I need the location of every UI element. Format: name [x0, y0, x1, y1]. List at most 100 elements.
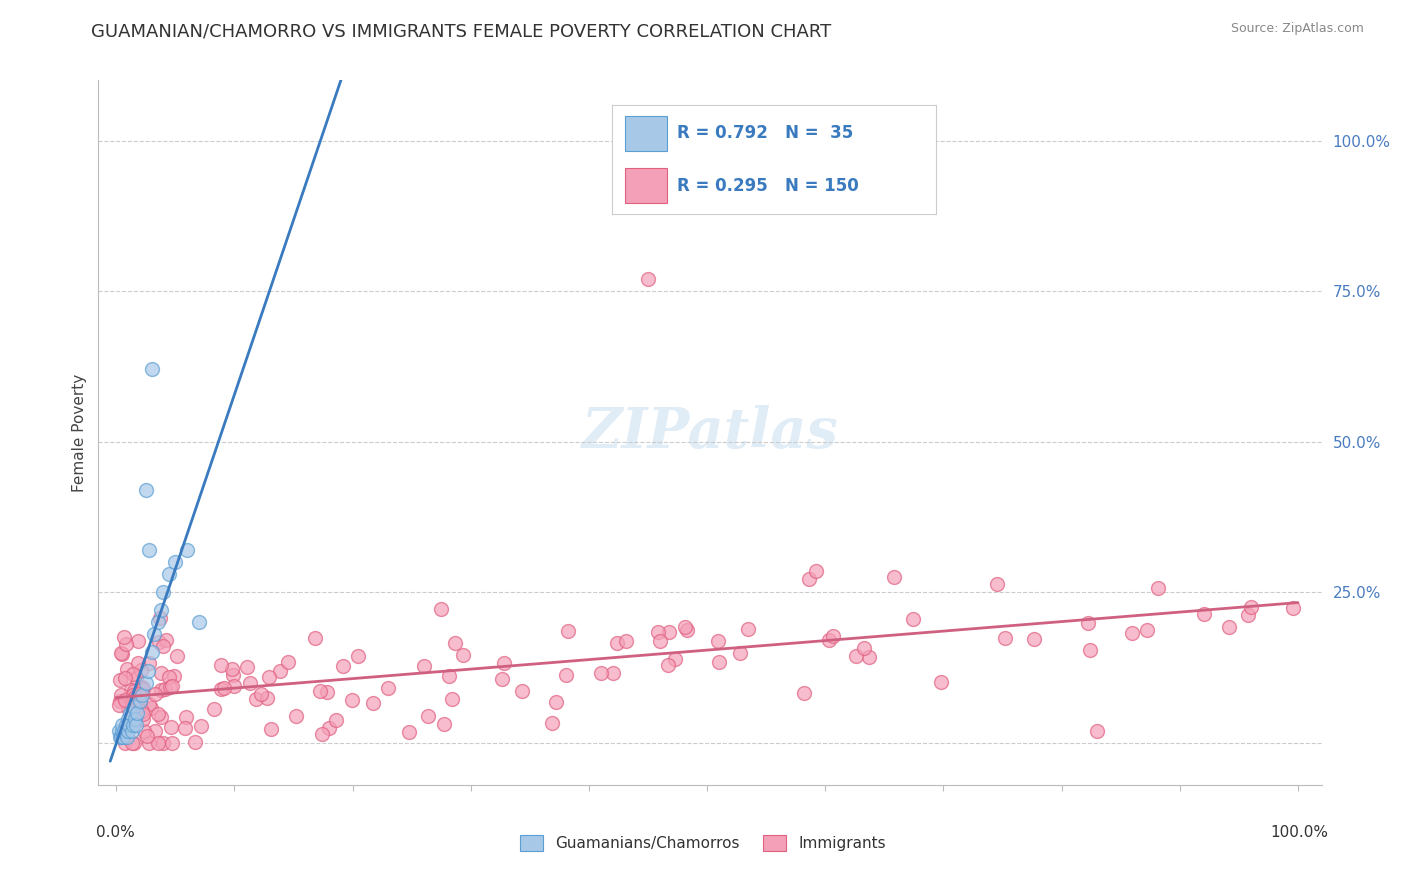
- Point: [818, 633, 841, 648]
- Point: [129, 663, 152, 677]
- Point: [160, 736, 183, 750]
- Point: [115, 730, 138, 744]
- Legend: Guamanians/Chamorros, Immigrants: Guamanians/Chamorros, Immigrants: [515, 829, 891, 857]
- Point: [648, 634, 671, 648]
- Point: [114, 736, 136, 750]
- Point: [676, 624, 699, 638]
- Point: [117, 723, 139, 738]
- Point: [209, 658, 232, 673]
- Point: [114, 693, 136, 707]
- Point: [114, 717, 136, 731]
- Point: [1218, 620, 1240, 634]
- Point: [132, 681, 155, 696]
- Point: [149, 710, 172, 724]
- Point: [453, 648, 475, 662]
- Point: [141, 362, 163, 376]
- Point: [136, 664, 159, 678]
- Point: [491, 672, 513, 686]
- Point: [127, 656, 149, 670]
- Point: [112, 723, 135, 738]
- Point: [540, 716, 562, 731]
- Point: [994, 631, 1017, 645]
- Point: [107, 723, 129, 738]
- Point: [377, 681, 399, 695]
- Point: [346, 648, 368, 663]
- Point: [544, 695, 567, 709]
- Point: [443, 636, 465, 650]
- Point: [557, 624, 579, 639]
- Point: [108, 730, 131, 744]
- Point: [118, 717, 141, 731]
- Point: [269, 665, 291, 679]
- Point: [222, 667, 245, 681]
- Point: [433, 717, 456, 731]
- Point: [152, 736, 174, 750]
- Point: [214, 681, 236, 696]
- Point: [152, 640, 174, 654]
- Point: [110, 729, 132, 743]
- Point: [1078, 643, 1101, 657]
- Point: [418, 709, 440, 723]
- Point: [122, 700, 145, 714]
- Point: [122, 699, 145, 714]
- Point: [1024, 632, 1046, 646]
- Point: [413, 658, 436, 673]
- Point: [135, 730, 157, 744]
- Point: [325, 713, 347, 727]
- Point: [117, 712, 139, 726]
- Point: [637, 272, 659, 286]
- Point: [159, 720, 181, 734]
- Point: [141, 701, 163, 715]
- Point: [239, 676, 262, 690]
- Point: [256, 691, 278, 706]
- Point: [124, 690, 146, 704]
- Point: [149, 665, 172, 680]
- Point: [111, 647, 134, 661]
- Point: [332, 658, 354, 673]
- Point: [804, 564, 827, 578]
- Point: [1237, 607, 1260, 622]
- Point: [492, 656, 515, 670]
- Point: [316, 685, 339, 699]
- Point: [148, 611, 170, 625]
- Point: [398, 724, 420, 739]
- Point: [115, 637, 138, 651]
- Point: [184, 734, 207, 748]
- Point: [903, 612, 925, 626]
- Point: [146, 615, 169, 630]
- Point: [138, 697, 160, 711]
- Point: [657, 657, 679, 672]
- Point: [602, 665, 624, 680]
- Point: [114, 671, 136, 685]
- Point: [122, 688, 145, 702]
- Point: [707, 655, 730, 669]
- Point: [222, 679, 245, 693]
- Point: [152, 585, 174, 599]
- Point: [737, 623, 759, 637]
- Point: [148, 635, 170, 649]
- Point: [124, 736, 146, 750]
- Point: [1136, 623, 1159, 637]
- Point: [141, 645, 163, 659]
- Point: [277, 656, 299, 670]
- Point: [793, 686, 815, 700]
- Point: [165, 555, 187, 569]
- Point: [131, 680, 153, 694]
- Point: [173, 721, 195, 735]
- Point: [121, 667, 143, 681]
- Point: [707, 634, 730, 648]
- Text: ZIPatlas: ZIPatlas: [582, 405, 838, 460]
- Y-axis label: Female Poverty: Female Poverty: [72, 374, 87, 491]
- Point: [117, 701, 139, 715]
- Point: [124, 712, 146, 726]
- Point: [614, 634, 637, 648]
- Point: [606, 636, 628, 650]
- Point: [1281, 601, 1303, 615]
- Point: [153, 682, 176, 697]
- Point: [176, 543, 198, 558]
- Point: [361, 696, 384, 710]
- Point: [589, 665, 612, 680]
- Point: [124, 706, 146, 720]
- Point: [1077, 616, 1099, 631]
- Point: [554, 667, 576, 681]
